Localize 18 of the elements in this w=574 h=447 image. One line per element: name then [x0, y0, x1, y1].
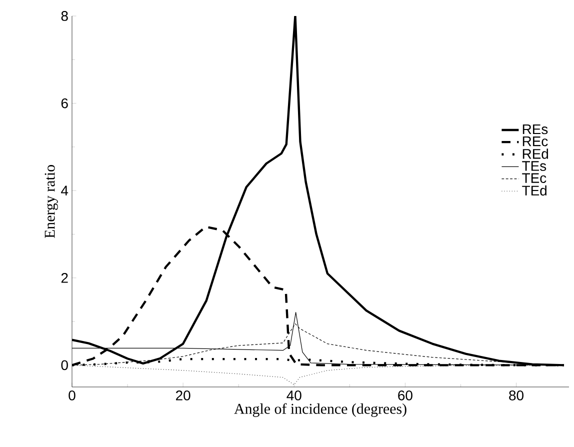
legend-label: TEd — [522, 185, 546, 196]
x-tick-label: 60 — [398, 390, 412, 400]
legend-label: REc — [522, 136, 548, 146]
legend-label: REs — [522, 124, 548, 134]
x-tick-label: 0 — [68, 390, 76, 400]
y-axis-title: Energy ratio — [44, 165, 58, 238]
y-tick-label: 2 — [61, 272, 68, 283]
y-tick-label: 8 — [61, 11, 68, 21]
x-tick-label: 40 — [286, 390, 302, 400]
x-tick-label: 20 — [176, 390, 190, 400]
y-tick-label: 4 — [61, 186, 68, 196]
y-tick-label: 6 — [61, 98, 68, 108]
legend-label: TEs — [522, 161, 546, 171]
x-axis-title: Angle of incidence (degrees) — [234, 403, 406, 417]
legend-label: REd — [522, 148, 548, 159]
x-tick-label: 80 — [509, 390, 524, 400]
y-tick-label: 0 — [61, 360, 68, 370]
legend-label: TEc — [522, 173, 546, 183]
